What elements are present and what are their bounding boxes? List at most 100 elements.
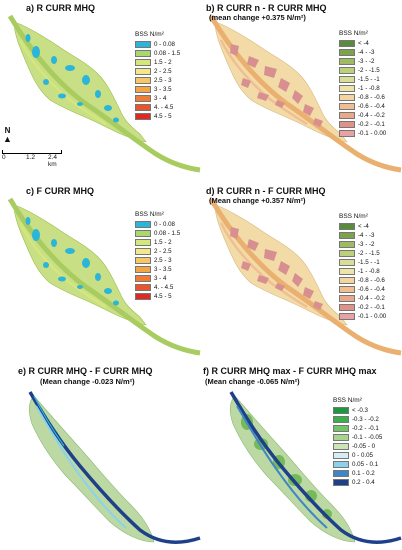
legend-swatch (135, 293, 151, 300)
legend-item: 0 - 0.08 (135, 220, 180, 229)
legend-swatch (339, 112, 355, 119)
panel-title: b) R CURR n - R CURR MHQ (206, 3, 327, 13)
legend-item: -3 - -2 (339, 240, 386, 249)
legend-item: -1 - -0.8 (339, 267, 386, 276)
legend-title: BSS N/m² (135, 211, 164, 218)
legend-label: 0.2 - 0.4 (352, 479, 375, 486)
legend-item: 2 - 2.5 (135, 67, 180, 76)
panel-title: a) R CURR MHQ (26, 3, 95, 13)
legend-item: 4. - 4.5 (135, 283, 180, 292)
panel-subtitle: (Mean change -0.023 N/m²) (40, 377, 135, 386)
legend-swatch (339, 223, 355, 230)
legend-label: -3 - -2 (358, 241, 375, 248)
legend-label: 4. - 4.5 (154, 104, 174, 111)
legend-item: -0.2 - -0.1 (333, 424, 382, 433)
legend-change: BSS N/m² < -4 -4 - -3 -3 - -2 -2 - -1.5 -1.5 … (339, 212, 386, 321)
legend-swatch (339, 232, 355, 239)
scale-tick-1: 1.2 (26, 154, 36, 161)
legend-label: -0.05 - 0 (352, 443, 376, 450)
legend-item: 4.5 - 5 (135, 112, 180, 121)
legend-absolute: BSS N/m² 0 - 0.08 0.08 - 1.5 1.5 - 2 2 - 2.5… (135, 30, 180, 121)
legend-swatch (135, 50, 151, 57)
legend-label: -0.2 - -0.1 (352, 425, 379, 432)
legend-item: 0 - 0.08 (135, 40, 180, 49)
map-panel-b: b) R CURR n - R CURR MHQ (mean change +0… (201, 0, 402, 183)
legend-swatch (339, 85, 355, 92)
legend-item: 3 - 3.5 (135, 85, 180, 94)
legend-swatch (135, 41, 151, 48)
legend-swatch (135, 104, 151, 111)
map-panel-e: e) R CURR MHQ - F CURR MHQ (Mean change … (0, 366, 201, 550)
legend-label: 1.5 - 2 (154, 239, 172, 246)
legend-item: -4 - -3 (339, 231, 386, 240)
legend-item: -0.8 - -0.6 (339, 276, 386, 285)
legend-label: 2.5 - 3 (154, 257, 172, 264)
legend-label: 2 - 2.5 (154, 248, 172, 255)
legend-swatch (135, 59, 151, 66)
legend-swatch (339, 49, 355, 56)
legend-swatch (135, 221, 151, 228)
legend-swatch (333, 479, 349, 486)
legend-item: 2 - 2.5 (135, 247, 180, 256)
legend-swatch (135, 284, 151, 291)
legend-label: -0.1 - 0.00 (358, 130, 387, 137)
legend-item: -1.5 - -1 (339, 258, 386, 267)
scale-tick-0: 0 (2, 154, 6, 161)
legend-swatch (339, 58, 355, 65)
legend-label: 1.5 - 2 (154, 59, 172, 66)
legend-swatch (135, 275, 151, 282)
legend-title: BSS N/m² (339, 30, 368, 37)
legend-item: < -4 (339, 222, 386, 231)
legend-swatch (339, 295, 355, 302)
legend-item: 4. - 4.5 (135, 103, 180, 112)
legend-label: -0.4 - -0.2 (358, 295, 385, 302)
map-panel-f: f) R CURR MHQ max - F CURR MHQ max (Mean… (201, 366, 402, 550)
map-panel-a: a) R CURR MHQ BSS N/m² 0 - 0.08 0.08 - 1.5… (0, 0, 201, 183)
river-map-e (27, 390, 201, 544)
panel-title: c) F CURR MHQ (26, 186, 94, 196)
legend-absolute: BSS N/m² 0 - 0.08 0.08 - 1.5 1.5 - 2 2 - 2.5… (135, 210, 180, 301)
legend-item: 3 - 3.5 (135, 265, 180, 274)
legend-swatch (339, 67, 355, 74)
legend-swatch (333, 443, 349, 450)
legend-label: -1 - -0.8 (358, 85, 380, 92)
legend-item: 4.5 - 5 (135, 292, 180, 301)
legend-label: 3 - 3.5 (154, 266, 172, 273)
legend-swatch (339, 40, 355, 47)
legend-label: -0.6 - -0.4 (358, 286, 385, 293)
legend-label: 4.5 - 5 (154, 293, 172, 300)
legend-swatch (339, 94, 355, 101)
panel-title: e) R CURR MHQ - F CURR MHQ (18, 366, 153, 376)
legend-label: -0.4 - -0.2 (358, 112, 385, 119)
legend-title: BSS N/m² (339, 213, 368, 220)
legend-item: < -0.3 (333, 406, 382, 415)
legend-label: -0.1 - 0.00 (358, 313, 387, 320)
scale-bar: 0 1.2 2.4 km (2, 150, 66, 168)
legend-diff: BSS N/m² < -0.3 -0.3 - -0.2 -0.2 - -0.1 -0.1… (333, 396, 382, 487)
legend-swatch (333, 407, 349, 414)
legend-label: -0.1 - -0.05 (352, 434, 383, 441)
legend-swatch (135, 95, 151, 102)
legend-item: 0.08 - 1.5 (135, 229, 180, 238)
legend-label: 2.5 - 3 (154, 77, 172, 84)
legend-label: 2 - 2.5 (154, 68, 172, 75)
legend-item: -0.2 - -0.1 (339, 120, 386, 129)
legend-label: < -4 (358, 40, 369, 47)
legend-swatch (339, 286, 355, 293)
legend-item: -0.05 - 0 (333, 442, 382, 451)
legend-label: -3 - -2 (358, 58, 375, 65)
legend-item: -0.4 - -0.2 (339, 294, 386, 303)
legend-swatch (339, 259, 355, 266)
legend-swatch (333, 470, 349, 477)
legend-item: -0.8 - -0.6 (339, 93, 386, 102)
legend-swatch (339, 130, 355, 137)
legend-label: 0.1 - 0.2 (352, 470, 375, 477)
legend-label: -1.5 - -1 (358, 259, 380, 266)
legend-item: 3 - 4 (135, 94, 180, 103)
legend-swatch (333, 416, 349, 423)
legend-swatch (135, 239, 151, 246)
legend-item: -0.6 - -0.4 (339, 102, 386, 111)
legend-label: -2 - -1.5 (358, 67, 380, 74)
legend-label: 3 - 3.5 (154, 86, 172, 93)
legend-swatch (135, 257, 151, 264)
